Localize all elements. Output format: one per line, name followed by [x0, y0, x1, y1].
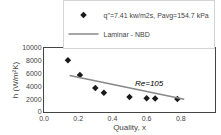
svg-text:4000: 4000: [26, 83, 42, 90]
svg-text:0.8: 0.8: [176, 115, 186, 122]
svg-text:Laminar - NBD: Laminar - NBD: [104, 31, 150, 38]
svg-text:2000: 2000: [26, 96, 42, 103]
svg-text:0: 0: [38, 108, 42, 115]
svg-text:0.4: 0.4: [108, 115, 118, 122]
svg-text:0.6: 0.6: [142, 115, 152, 122]
svg-text:Quality, x: Quality, x: [113, 123, 146, 132]
svg-text:6000: 6000: [26, 70, 42, 77]
svg-text:0.2: 0.2: [73, 115, 83, 122]
svg-text:8000: 8000: [26, 57, 42, 64]
svg-text:10000: 10000: [22, 44, 42, 51]
svg-text:q"=7.41 kw/m2s, Pavg=154.7 kPa: q"=7.41 kw/m2s, Pavg=154.7 kPa: [104, 12, 209, 20]
svg-text:0.0: 0.0: [39, 115, 49, 122]
svg-text:h (W/m²K): h (W/m²K): [11, 61, 20, 98]
svg-text:Re=105: Re=105: [135, 79, 164, 88]
